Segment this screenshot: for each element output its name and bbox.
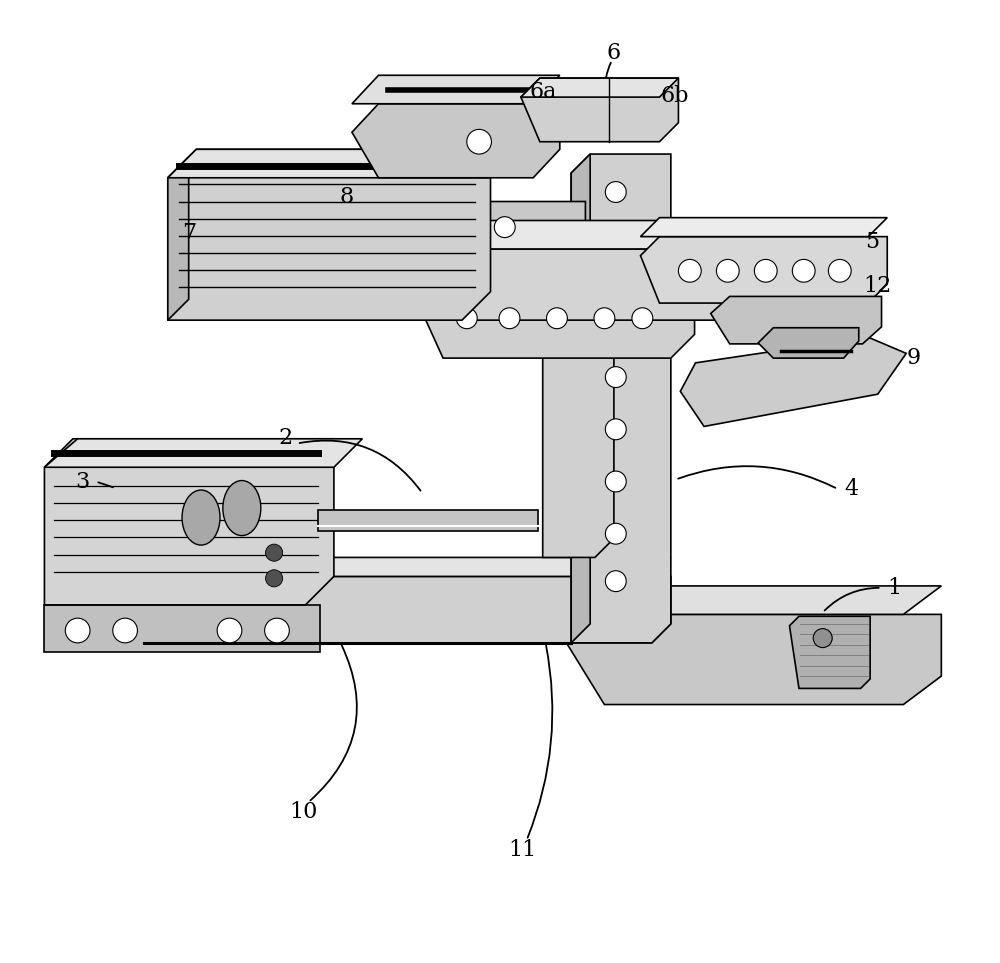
Polygon shape <box>125 577 671 643</box>
Circle shape <box>632 308 653 328</box>
Polygon shape <box>429 201 585 258</box>
Text: 7: 7 <box>182 221 196 244</box>
Polygon shape <box>521 78 678 97</box>
Circle shape <box>605 182 626 202</box>
Circle shape <box>499 308 520 328</box>
Polygon shape <box>318 510 538 531</box>
Circle shape <box>605 224 626 246</box>
Circle shape <box>217 618 242 643</box>
Polygon shape <box>571 154 590 643</box>
Text: 12: 12 <box>864 275 892 297</box>
Polygon shape <box>44 439 362 467</box>
Text: 2: 2 <box>278 427 293 449</box>
Polygon shape <box>566 586 941 614</box>
Circle shape <box>265 618 289 643</box>
Polygon shape <box>789 616 870 689</box>
Circle shape <box>828 259 851 282</box>
Polygon shape <box>640 218 887 237</box>
Polygon shape <box>711 297 882 344</box>
Polygon shape <box>543 329 614 558</box>
Text: 8: 8 <box>339 186 353 208</box>
Circle shape <box>605 523 626 544</box>
Text: 9: 9 <box>907 347 921 369</box>
Circle shape <box>605 471 626 492</box>
Text: 1: 1 <box>888 577 902 599</box>
Circle shape <box>605 267 626 288</box>
Polygon shape <box>521 78 678 142</box>
Circle shape <box>594 308 615 328</box>
Circle shape <box>605 419 626 440</box>
Circle shape <box>716 259 739 282</box>
Circle shape <box>605 571 626 591</box>
Polygon shape <box>640 237 887 303</box>
Circle shape <box>754 259 777 282</box>
Text: 11: 11 <box>509 839 537 861</box>
Circle shape <box>65 618 90 643</box>
Polygon shape <box>352 75 560 104</box>
Polygon shape <box>410 221 785 249</box>
Polygon shape <box>168 157 189 320</box>
Circle shape <box>266 544 283 561</box>
Text: 4: 4 <box>844 478 858 500</box>
Polygon shape <box>566 614 941 705</box>
Polygon shape <box>571 154 671 643</box>
Text: 6a: 6a <box>530 81 557 103</box>
Text: 3: 3 <box>75 471 90 492</box>
Polygon shape <box>44 605 320 652</box>
Text: 6b: 6b <box>660 85 689 107</box>
Text: 5: 5 <box>865 231 879 253</box>
Polygon shape <box>680 337 906 427</box>
Circle shape <box>792 259 815 282</box>
Circle shape <box>456 308 477 328</box>
Ellipse shape <box>182 490 220 545</box>
Circle shape <box>678 259 701 282</box>
Text: 10: 10 <box>289 801 318 822</box>
Polygon shape <box>419 258 695 282</box>
Polygon shape <box>125 558 671 577</box>
Polygon shape <box>758 327 859 358</box>
Polygon shape <box>410 249 785 320</box>
Polygon shape <box>44 439 334 605</box>
Ellipse shape <box>223 481 261 535</box>
Polygon shape <box>168 149 491 320</box>
Circle shape <box>113 618 137 643</box>
Circle shape <box>547 308 567 328</box>
Polygon shape <box>352 104 560 178</box>
Circle shape <box>605 367 626 387</box>
Circle shape <box>266 570 283 586</box>
Circle shape <box>467 129 491 154</box>
Circle shape <box>605 315 626 335</box>
Circle shape <box>494 217 515 238</box>
Polygon shape <box>419 282 695 358</box>
Text: 6: 6 <box>607 41 621 64</box>
Circle shape <box>813 629 832 647</box>
Polygon shape <box>168 149 519 178</box>
